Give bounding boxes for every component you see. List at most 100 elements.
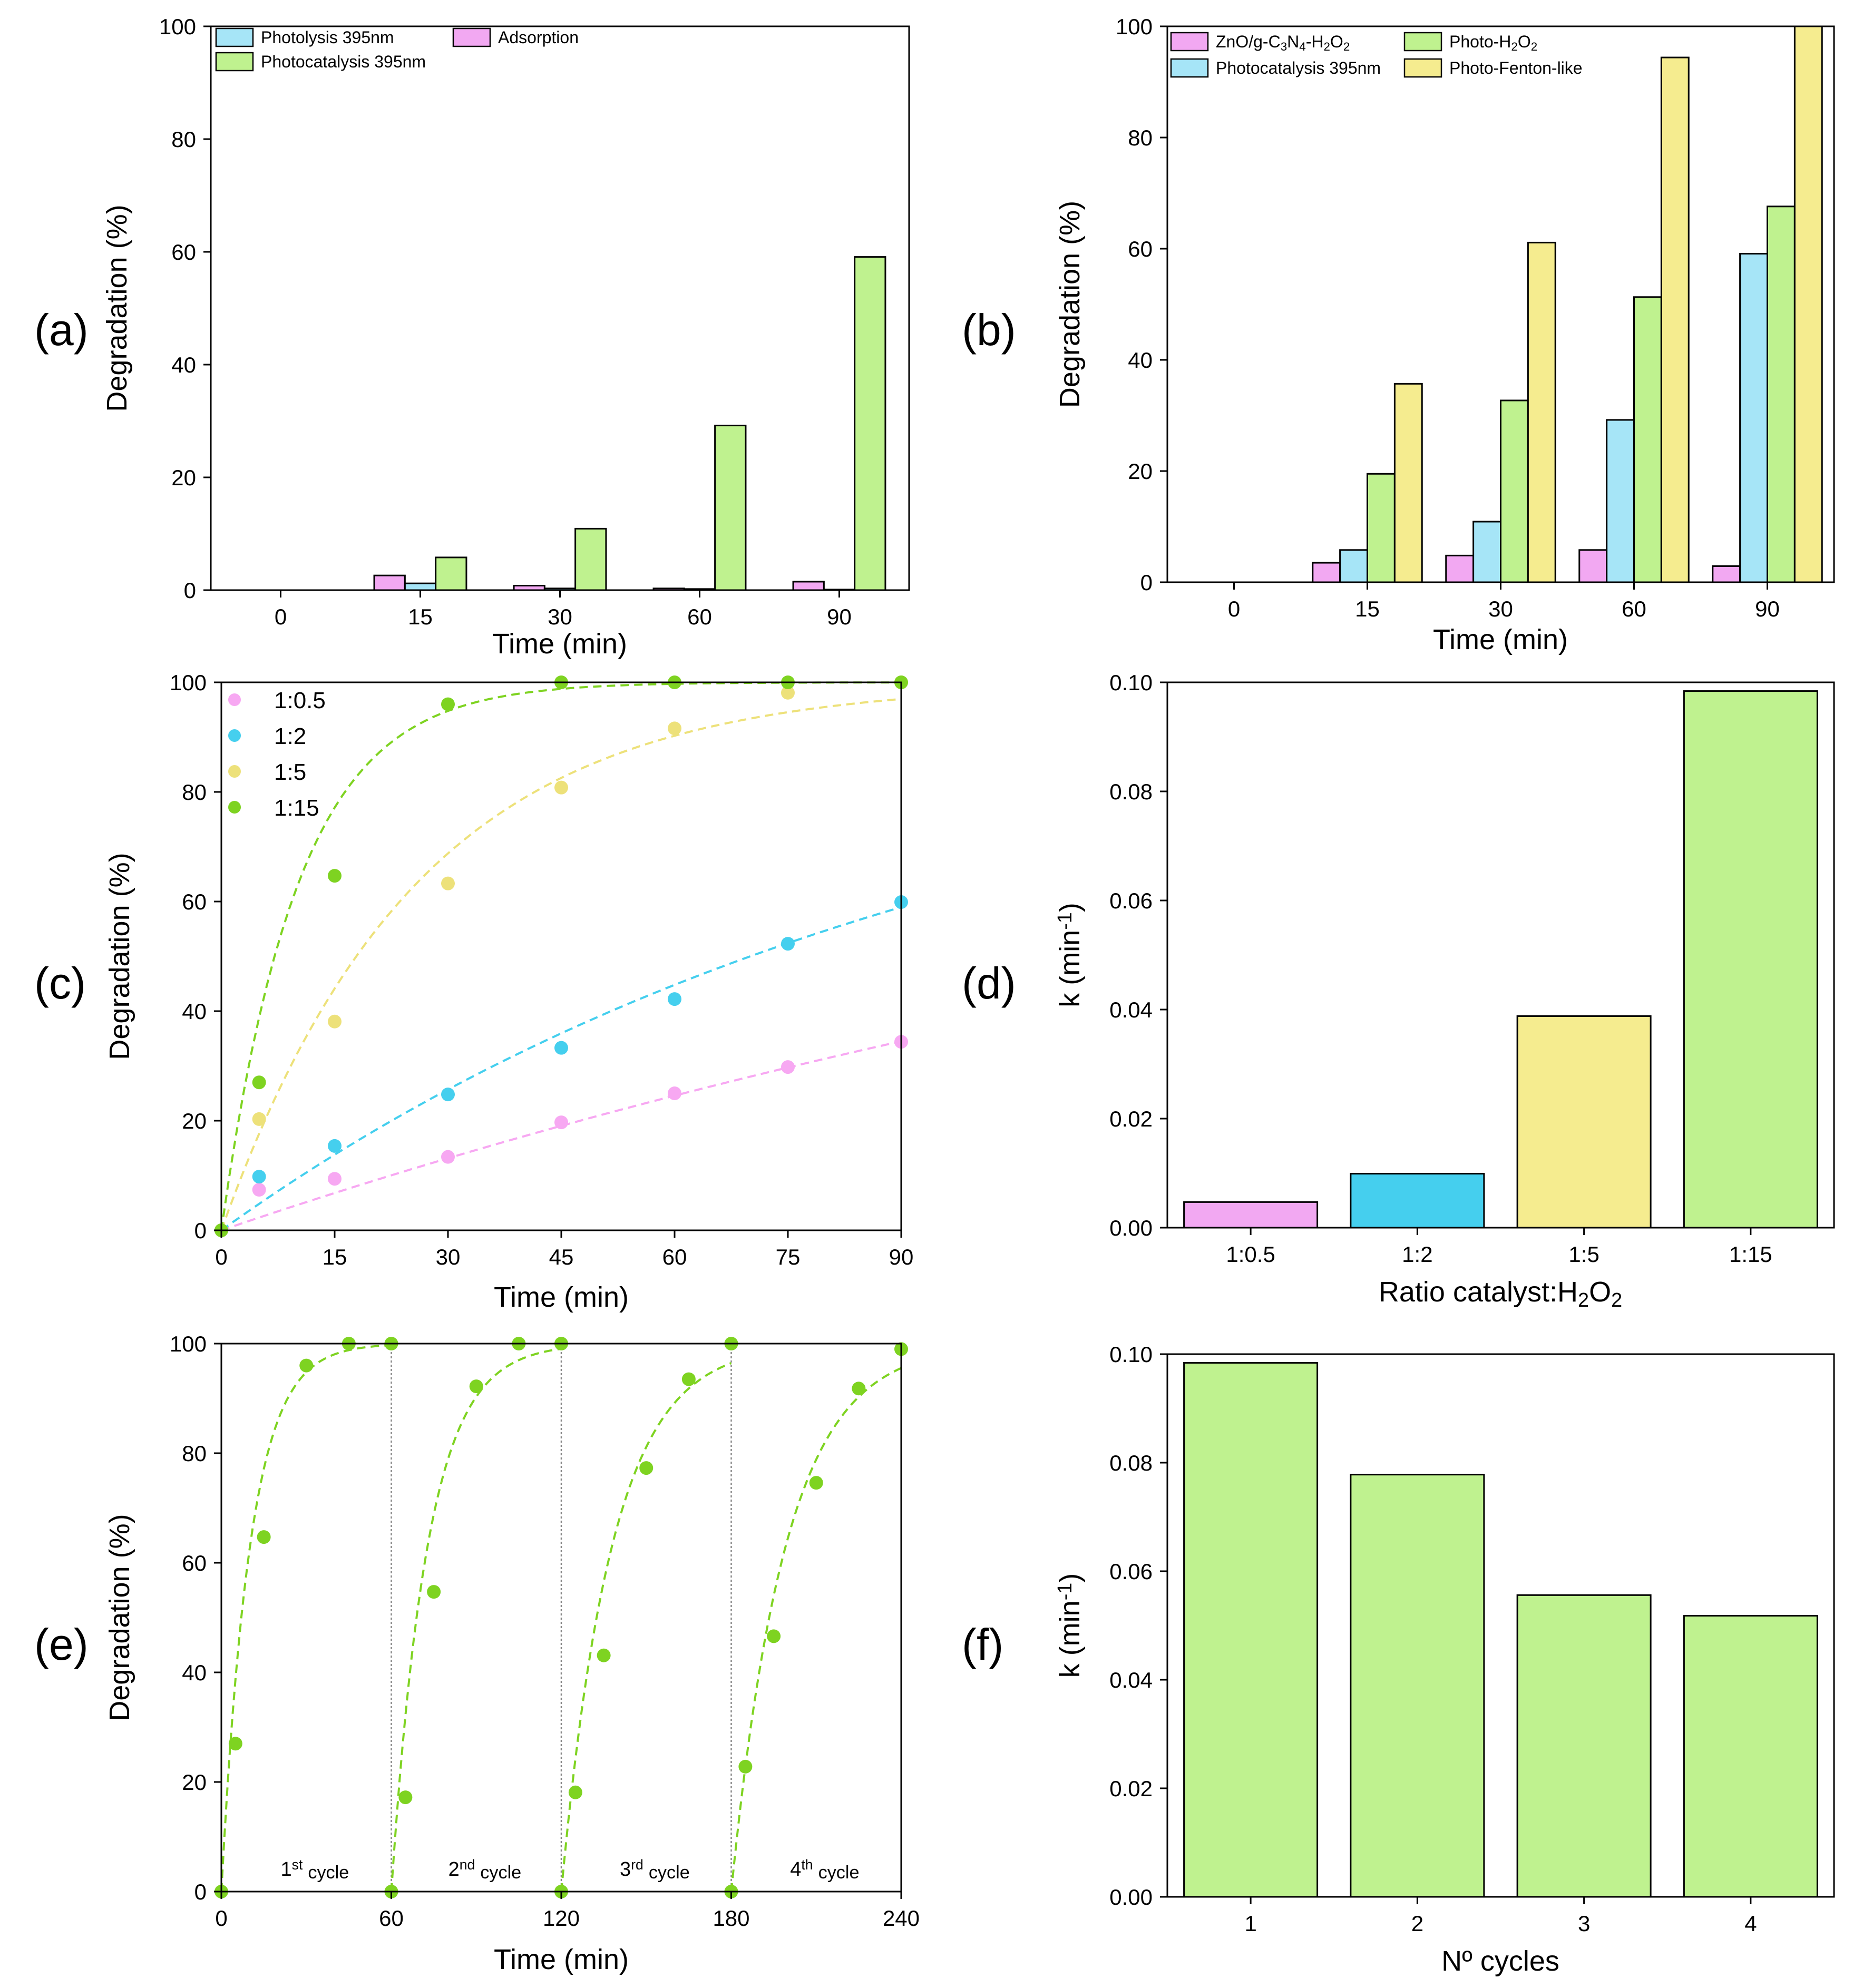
- data-point: [252, 1112, 266, 1126]
- cycle-label: 2nd cycle: [448, 1857, 522, 1883]
- legend-marker: [228, 801, 241, 814]
- x-axis-title-e-part: Time (min): [494, 1944, 629, 1975]
- x-tick-label: 4: [1744, 1911, 1757, 1936]
- bar: [1500, 399, 1529, 583]
- y-tick-label: 0.10: [1109, 1342, 1153, 1367]
- cycle-number: 3: [620, 1858, 631, 1881]
- data-point: [568, 1785, 582, 1799]
- x-axis-title-e: Time (min): [494, 1944, 629, 1975]
- plot-frame-a: [210, 25, 910, 591]
- data-point: [668, 1086, 681, 1100]
- plot-frame-c: [220, 681, 902, 1231]
- y-tick-label: 40: [171, 352, 196, 377]
- x-axis-title-b: Time (min): [1433, 624, 1568, 655]
- x-tick-label: 1:5: [1568, 1242, 1599, 1267]
- legend-entry-photocatalysis-part: Photocatalysis 395nm: [1216, 58, 1381, 77]
- legend-entry-photolysis-part: Photolysis 395nm: [261, 28, 394, 47]
- y-axis-title-d-part: k (min: [1054, 930, 1086, 1007]
- bar: [1183, 1201, 1319, 1229]
- y-tick-label: 60: [171, 240, 196, 265]
- x-tick-label: 30: [436, 1245, 461, 1269]
- legend-entry-adsorption-part: Adsorption: [498, 28, 579, 47]
- y-tick-label: 0: [1140, 570, 1153, 595]
- bar: [1367, 473, 1396, 583]
- y-tick-label: 20: [182, 1770, 207, 1795]
- bar: [1516, 1594, 1652, 1898]
- cycle-word: cycle: [818, 1863, 860, 1883]
- x-axis-title-d-subscript: 2: [1578, 1289, 1589, 1311]
- data-point: [299, 1358, 314, 1373]
- y-axis-title-f: k (min-1): [1054, 1573, 1086, 1678]
- x-axis-title-a: Time (min): [492, 628, 627, 660]
- legend-marker: [228, 729, 241, 742]
- bar: [1350, 1173, 1485, 1229]
- x-axis-title-f: Nº cycles: [1441, 1945, 1559, 1977]
- x-tick-label: 15: [1355, 596, 1380, 621]
- bar: [574, 527, 607, 591]
- plot-frame-e: [220, 1343, 902, 1893]
- y-tick-label: 20: [1128, 459, 1153, 484]
- cycle-word: cycle: [649, 1863, 690, 1883]
- legend-entry-zno-subscript: 2: [1343, 40, 1350, 53]
- legend-entry-photolysis: Photolysis 395nm: [261, 28, 394, 47]
- data-point: [328, 1014, 342, 1029]
- bar: [1393, 383, 1423, 583]
- data-point: [597, 1648, 611, 1662]
- bar: [1606, 419, 1635, 583]
- data-point: [252, 1170, 266, 1184]
- y-axis-title-a: Degradation (%): [101, 204, 133, 412]
- legend-label: 1:5: [274, 759, 306, 785]
- bar: [1739, 252, 1769, 583]
- y-axis-title-a-part: Degradation (%): [101, 204, 133, 412]
- y-tick-label: 0: [194, 1218, 207, 1243]
- x-tick-label: 120: [543, 1906, 580, 1931]
- y-axis-title-d-superscript: -1: [1054, 912, 1076, 930]
- y-axis-title-f-part: ): [1054, 1573, 1086, 1583]
- legend-label: 1:2: [274, 723, 306, 749]
- panel-label-d: (d): [962, 958, 1016, 1008]
- cycle-number: 1: [281, 1858, 292, 1881]
- y-axis-title-b: Degradation (%): [1054, 201, 1086, 408]
- fit-curve-1:5: [220, 698, 902, 1231]
- x-tick-label: 0: [1228, 596, 1240, 621]
- cycle-ordinal: rd: [631, 1857, 643, 1873]
- bar: [1793, 25, 1823, 583]
- legend-entry-zno-subscript: 3: [1281, 40, 1287, 53]
- panel-b: (b) 0 15 30 60 90 0 20 40 60 80 100 Degradation (%) T…: [962, 14, 1835, 655]
- y-tick-label: 0.02: [1109, 1106, 1153, 1131]
- bar: [1472, 521, 1502, 583]
- bar: [1712, 565, 1741, 583]
- x-tick-label: 90: [889, 1245, 914, 1269]
- y-tick-label: 80: [182, 780, 207, 805]
- legend-entry-zno-subscript: 2: [1323, 40, 1330, 53]
- fit-curve-1:0.5: [221, 1040, 902, 1231]
- cycle-label: 1st cycle: [281, 1857, 349, 1883]
- y-tick-label: 40: [182, 999, 207, 1024]
- y-tick-label: 0.06: [1109, 888, 1153, 913]
- data-point: [554, 780, 568, 795]
- x-tick-label: 240: [883, 1906, 920, 1931]
- x-axis-title-d-part: O: [1589, 1276, 1611, 1308]
- y-axis-title-c: Degradation (%): [104, 853, 135, 1060]
- x-tick-label: 90: [827, 604, 852, 629]
- legend-swatch: [1403, 32, 1442, 52]
- x-tick-label: 1:15: [1729, 1242, 1772, 1267]
- y-tick-label: 0: [194, 1879, 207, 1904]
- x-tick-label: 0: [215, 1906, 227, 1931]
- panel-label-c: (c): [34, 958, 86, 1008]
- data-point: [328, 869, 342, 883]
- y-tick-label: 80: [1128, 125, 1153, 150]
- y-tick-label: 100: [170, 1331, 207, 1356]
- legend-swatch: [215, 52, 254, 72]
- y-tick-label: 0.00: [1109, 1885, 1153, 1909]
- legend-marker: [228, 765, 241, 778]
- data-point: [328, 1139, 342, 1153]
- plot-frame-d: [1166, 681, 1835, 1229]
- y-tick-label: 60: [182, 889, 207, 914]
- legend-swatch: [452, 27, 491, 47]
- legend-swatch: [1170, 58, 1209, 78]
- data-point: [328, 1172, 342, 1186]
- data-point: [639, 1461, 653, 1475]
- data-point: [441, 876, 455, 890]
- bar: [1350, 1474, 1485, 1898]
